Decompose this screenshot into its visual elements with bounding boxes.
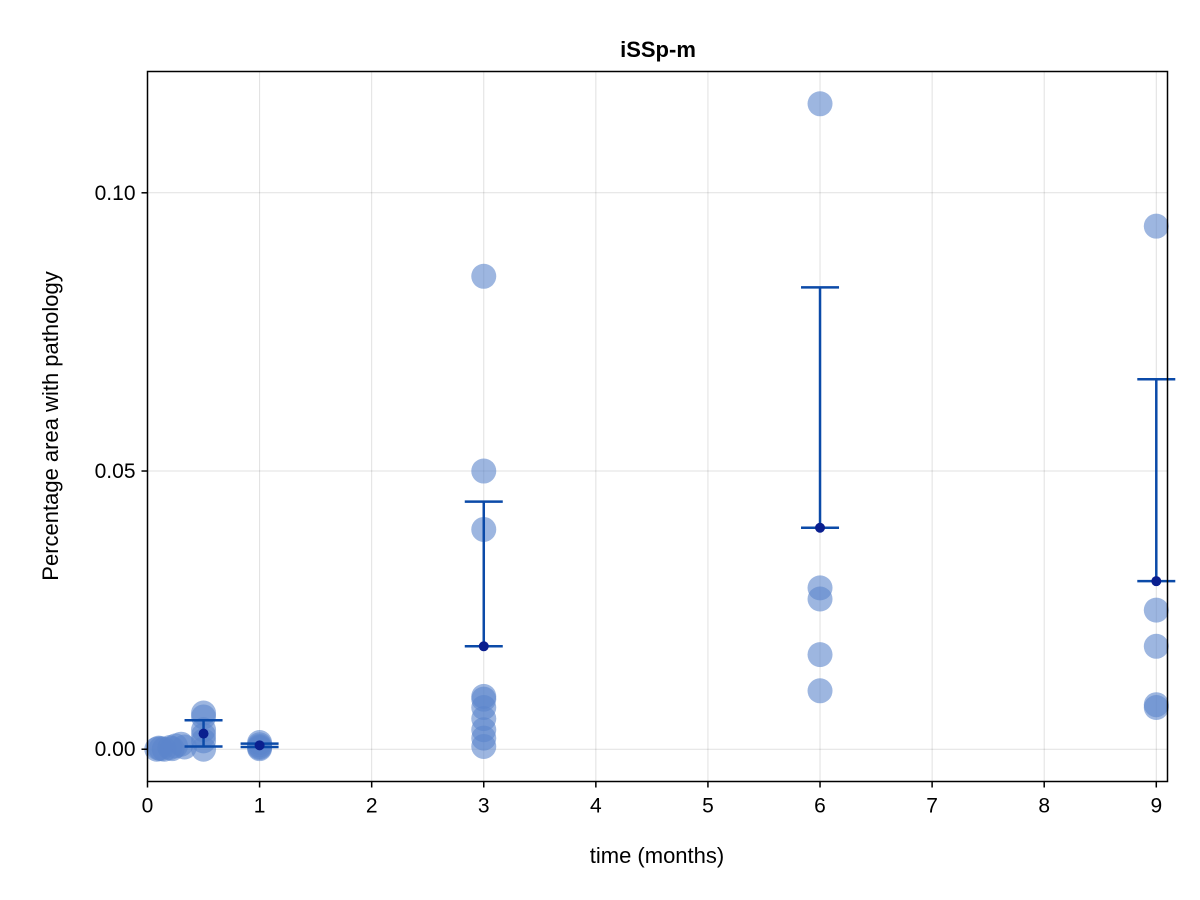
data-point: [1143, 633, 1169, 659]
data-point: [1143, 213, 1169, 239]
error-bars: [184, 286, 1176, 751]
data-point: [807, 642, 833, 668]
mean-marker: [478, 641, 489, 652]
mean-marker: [815, 522, 826, 533]
x-tick-label: 3: [478, 795, 490, 818]
grid-lines: [147, 71, 1168, 782]
x-axis-label: time (months): [590, 843, 724, 868]
x-tick-label: 4: [590, 795, 602, 818]
x-tick-label: 5: [702, 795, 714, 818]
x-tick-label: 1: [254, 795, 266, 818]
mean-marker: [254, 740, 265, 751]
y-axis-ticks: 0.00 0.05 0.10: [95, 182, 148, 761]
x-tick-label: 8: [1038, 795, 1050, 818]
x-tick-label: 0: [142, 795, 154, 818]
x-axis-ticks: 0 1 2 3 4 5 6 7 8 9: [142, 781, 1162, 818]
data-point: [471, 263, 497, 289]
mean-marker: [1151, 576, 1162, 587]
mean-marker: [198, 728, 209, 739]
data-point: [807, 586, 833, 612]
data-point: [807, 678, 833, 704]
y-tick-label: 0.10: [95, 182, 136, 205]
chart-title: iSSp-m: [620, 37, 696, 62]
data-point: [1143, 694, 1169, 720]
data-points: [144, 91, 1169, 762]
x-tick-label: 7: [926, 795, 938, 818]
y-tick-label: 0.05: [95, 460, 136, 483]
data-point: [471, 458, 497, 484]
data-point: [1143, 597, 1169, 623]
data-point: [191, 736, 217, 762]
data-point: [171, 734, 197, 760]
data-point: [807, 91, 833, 117]
y-tick-label: 0.00: [95, 738, 136, 761]
data-point: [471, 733, 497, 759]
x-tick-label: 2: [366, 795, 378, 818]
x-tick-label: 6: [814, 795, 826, 818]
plot-frame: [146, 70, 1169, 783]
x-tick-label: 9: [1150, 795, 1162, 818]
y-axis-label: Percentage area with pathology: [38, 271, 63, 580]
